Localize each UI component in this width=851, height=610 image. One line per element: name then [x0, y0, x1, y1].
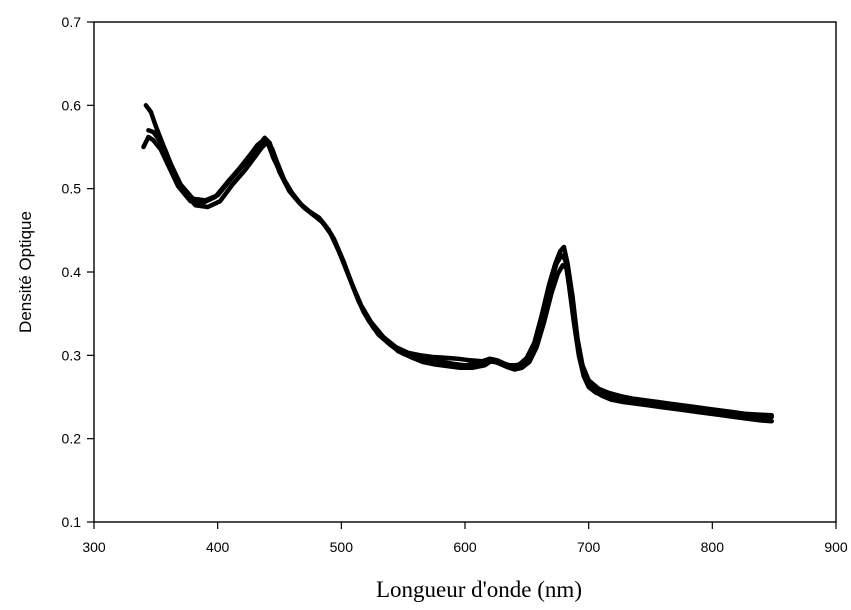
spectrum-line — [141, 134, 774, 418]
y-tick-label: 0.7 — [62, 14, 82, 30]
y-tick-label: 0.3 — [62, 347, 82, 363]
x-tick-label: 900 — [824, 539, 848, 555]
x-tick-label: 700 — [577, 539, 601, 555]
spectra-series — [141, 103, 774, 424]
x-axis: 300 400 500 600 700 800 900 — [82, 522, 848, 555]
x-tick-label: 400 — [206, 539, 230, 555]
x-tick-label: 500 — [330, 539, 354, 555]
y-tick-label: 0.1 — [62, 514, 82, 530]
y-tick-label: 0.5 — [62, 181, 82, 197]
x-tick-label: 600 — [453, 539, 477, 555]
y-tick-label: 0.4 — [62, 264, 82, 280]
y-axis-label: Densité Optique — [16, 211, 35, 333]
x-axis-label: Longueur d'onde (nm) — [376, 577, 582, 602]
spectrum-line — [143, 103, 774, 420]
y-tick-label: 0.6 — [62, 97, 82, 113]
y-axis: 0.1 0.2 0.3 0.4 0.5 0.6 0.7 — [62, 14, 94, 530]
plot-frame — [93, 21, 837, 523]
y-tick-label: 0.2 — [62, 431, 82, 447]
spectrum-line — [146, 128, 774, 424]
x-tick-label: 800 — [701, 539, 725, 555]
x-tick-label: 300 — [82, 539, 106, 555]
